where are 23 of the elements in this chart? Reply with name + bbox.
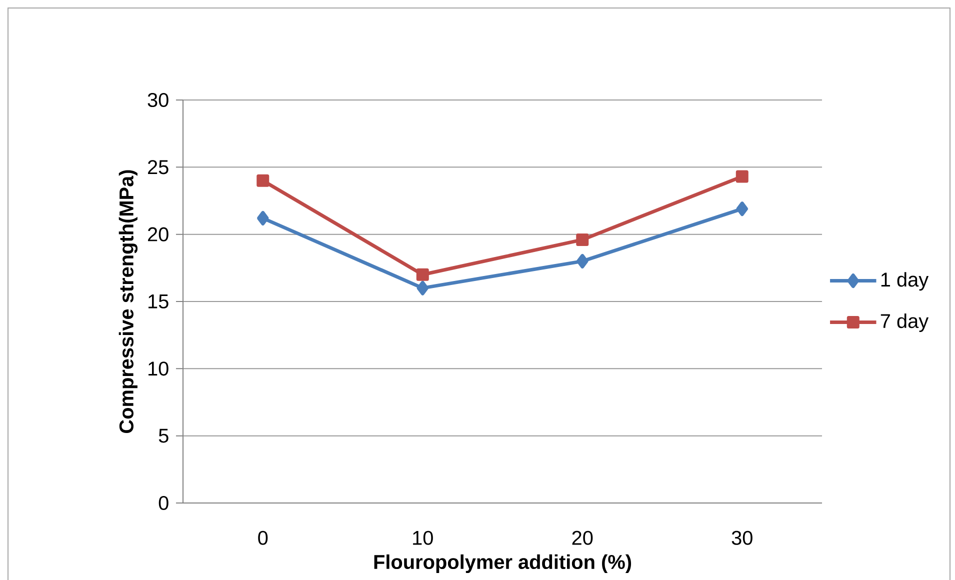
x-tick-label: 20 xyxy=(572,530,593,545)
x-tick-label: 10 xyxy=(413,530,433,545)
point xyxy=(416,280,429,296)
x-tick-label: 0 xyxy=(258,530,268,545)
y-tick-label: 0 xyxy=(158,496,168,510)
x-axis-title: Flouropolymer addition (%) xyxy=(374,554,632,573)
y-tick-label: 15 xyxy=(148,294,168,308)
point xyxy=(416,268,429,281)
legend-label: 7 day xyxy=(880,313,929,332)
y-tick-label: 5 xyxy=(158,428,168,443)
x-tick-label: 30 xyxy=(732,530,752,545)
point xyxy=(576,254,588,268)
point xyxy=(256,174,270,187)
y-tick-label: 20 xyxy=(148,227,168,242)
point xyxy=(257,210,269,226)
point xyxy=(736,202,748,216)
y-tick-label: 10 xyxy=(148,362,168,376)
y-tick-label: 25 xyxy=(148,160,168,174)
legend-label: 1 day xyxy=(881,272,929,291)
y-axis-title: Compressive strength(MPa) xyxy=(118,170,138,433)
point xyxy=(736,170,748,183)
y-tick-label: 30 xyxy=(148,92,168,108)
point xyxy=(576,233,589,246)
